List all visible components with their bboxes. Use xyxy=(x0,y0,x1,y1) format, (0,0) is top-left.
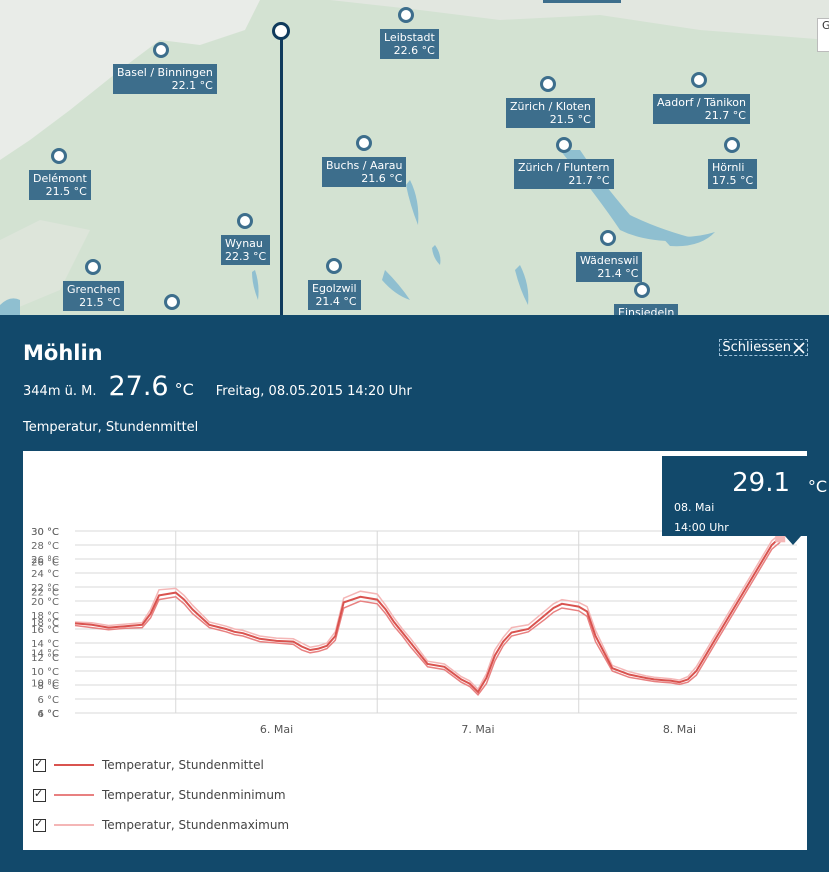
series-line-stundenmittel xyxy=(74,536,781,694)
station-label: Delémont 21.5 °C xyxy=(29,170,91,200)
station-label: Einsiedeln xyxy=(614,304,679,315)
y-tick-label-secondary: 22 °C xyxy=(31,588,59,599)
station-label: Buchs / Aarau 21.6 °C xyxy=(322,157,407,187)
station-label: Wynau 22.3 °C xyxy=(221,235,271,265)
y-tick-label: 18 °C xyxy=(31,611,59,622)
legend-item-stundenmittel[interactable]: Temperatur, Stundenmittel xyxy=(33,757,264,772)
station-detail-panel: Möhlin Schliessen 344m ü. M. 27.6 °C Fre… xyxy=(0,315,829,872)
checkbox-stundenminimum[interactable] xyxy=(33,787,46,802)
station-pin-icon xyxy=(634,282,650,298)
x-tick-label: 7. Mai xyxy=(461,723,494,736)
y-tick-label: 16 °C xyxy=(31,625,59,636)
station-pin-icon xyxy=(398,7,414,23)
y-tick-label-secondary: 14 °C xyxy=(31,648,59,659)
station-pin-icon xyxy=(556,137,572,153)
close-icon xyxy=(793,341,805,354)
legend-label: Temperatur, Stundenmaximum xyxy=(102,818,290,832)
map-view[interactable]: Basel / Binningen 22.1 °C Leibstadt 22.6 °… xyxy=(0,0,829,315)
y-tick-label-secondary: 6 °C xyxy=(37,709,59,720)
station-pin-icon xyxy=(600,230,616,246)
station-label: Grenchen 21.5 °C xyxy=(63,281,125,311)
map-edge-control[interactable]: G xyxy=(817,18,829,52)
series-line-stundenmaximum xyxy=(74,533,781,691)
station-label: Hörnli 17.5 °C xyxy=(708,159,758,189)
station-elevation: 344m ü. M. xyxy=(23,384,97,399)
y-tick-label: 22 °C xyxy=(31,583,59,594)
station-pin-icon xyxy=(356,135,372,151)
y-tick-label-secondary: 26 °C xyxy=(31,557,59,568)
y-tick-label: 10 °C xyxy=(31,667,59,678)
x-tick-label: 6. Mai xyxy=(260,723,293,736)
station-pin-icon xyxy=(85,259,101,275)
legend-swatch xyxy=(54,824,94,826)
y-tick-label: 4 °C xyxy=(37,709,59,720)
close-button[interactable]: Schliessen xyxy=(719,339,808,356)
y-tick-label: 6 °C xyxy=(37,695,59,706)
station-pin-icon xyxy=(51,148,67,164)
checkbox-stundenmittel[interactable] xyxy=(33,757,46,772)
station-label: Egolzwil 21.4 °C xyxy=(308,280,361,310)
legend-item-stundenmaximum[interactable]: Temperatur, Stundenmaximum xyxy=(33,817,290,832)
legend-swatch xyxy=(54,794,94,796)
station-pin-icon xyxy=(164,294,180,310)
checkbox-stundenmaximum[interactable] xyxy=(33,817,46,832)
temperature-chart[interactable]: 30 °C 28 °C 26 °C 24 °C 22 °C 20 °C 18 °C 16 °C… xyxy=(23,451,829,850)
y-tick-label: 30 °C xyxy=(31,527,59,538)
measurement-datetime: Freitag, 08.05.2015 14:20 Uhr xyxy=(215,384,412,399)
tooltip-time: 14:00 Uhr xyxy=(674,521,729,534)
station-label: Basel / Binningen 22.1 °C xyxy=(113,64,217,94)
highlight-point-marker xyxy=(775,532,786,543)
station-label: Zürich / Fluntern 21.7 °C xyxy=(514,159,614,189)
y-tick-label-secondary: 30 °C xyxy=(31,527,59,538)
y-tick-label-secondary: 10 °C xyxy=(31,679,59,690)
tooltip-unit: °C xyxy=(807,477,827,496)
y-tick-label: 20 °C xyxy=(31,597,59,608)
legend-label: Temperatur, Stundenminimum xyxy=(102,788,286,802)
legend-swatch xyxy=(54,764,94,766)
y-tick-label: 12 °C xyxy=(31,653,59,664)
y-tick-label: 26 °C xyxy=(31,555,59,566)
chart-subtitle: Temperatur, Stundenmittel xyxy=(23,420,199,435)
station-label-edge xyxy=(543,0,621,3)
legend-label: Temperatur, Stundenmittel xyxy=(102,758,264,772)
station-pin-icon xyxy=(691,72,707,88)
station-pin-icon xyxy=(540,76,556,92)
chart-tooltip: 29.1 °C 08. Mai 14:00 Uhr xyxy=(662,456,829,536)
station-label: Wädenswil 21.4 °C xyxy=(576,252,643,282)
y-tick-label-secondary: 18 °C xyxy=(31,618,59,629)
close-label: Schliessen xyxy=(722,340,791,355)
station-pin-icon xyxy=(326,258,342,274)
station-label: Zürich / Kloten 21.5 °C xyxy=(506,98,595,128)
y-tick-label: 14 °C xyxy=(31,639,59,650)
tooltip-date: 08. Mai xyxy=(674,501,715,514)
x-tick-label: 8. Mai xyxy=(663,723,696,736)
chart-canvas: 30 °C28 °C26 °C24 °C22 °C20 °C18 °C16 °C… xyxy=(31,527,797,736)
current-temperature: 27.6 xyxy=(108,371,169,402)
station-pin-icon xyxy=(724,137,740,153)
selected-station-pin-icon[interactable] xyxy=(272,22,290,40)
station-pin-icon xyxy=(237,213,253,229)
station-label: Aadorf / Tänikon 21.7 °C xyxy=(653,94,750,124)
tooltip-value: 29.1 xyxy=(732,468,790,498)
station-pin-icon xyxy=(153,42,169,58)
series-line-stundenminimum xyxy=(74,541,781,696)
y-tick-label: 24 °C xyxy=(31,569,59,580)
legend-item-stundenminimum[interactable]: Temperatur, Stundenminimum xyxy=(33,787,286,802)
tooltip-arrow xyxy=(785,536,801,545)
selected-station-line xyxy=(280,38,283,315)
temperature-unit: °C xyxy=(174,380,194,399)
y-tick-label: 28 °C xyxy=(31,541,59,552)
station-label: Leibstadt 22.6 °C xyxy=(380,29,439,59)
y-tick-label: 8 °C xyxy=(37,681,59,692)
station-title: Möhlin xyxy=(23,341,103,365)
